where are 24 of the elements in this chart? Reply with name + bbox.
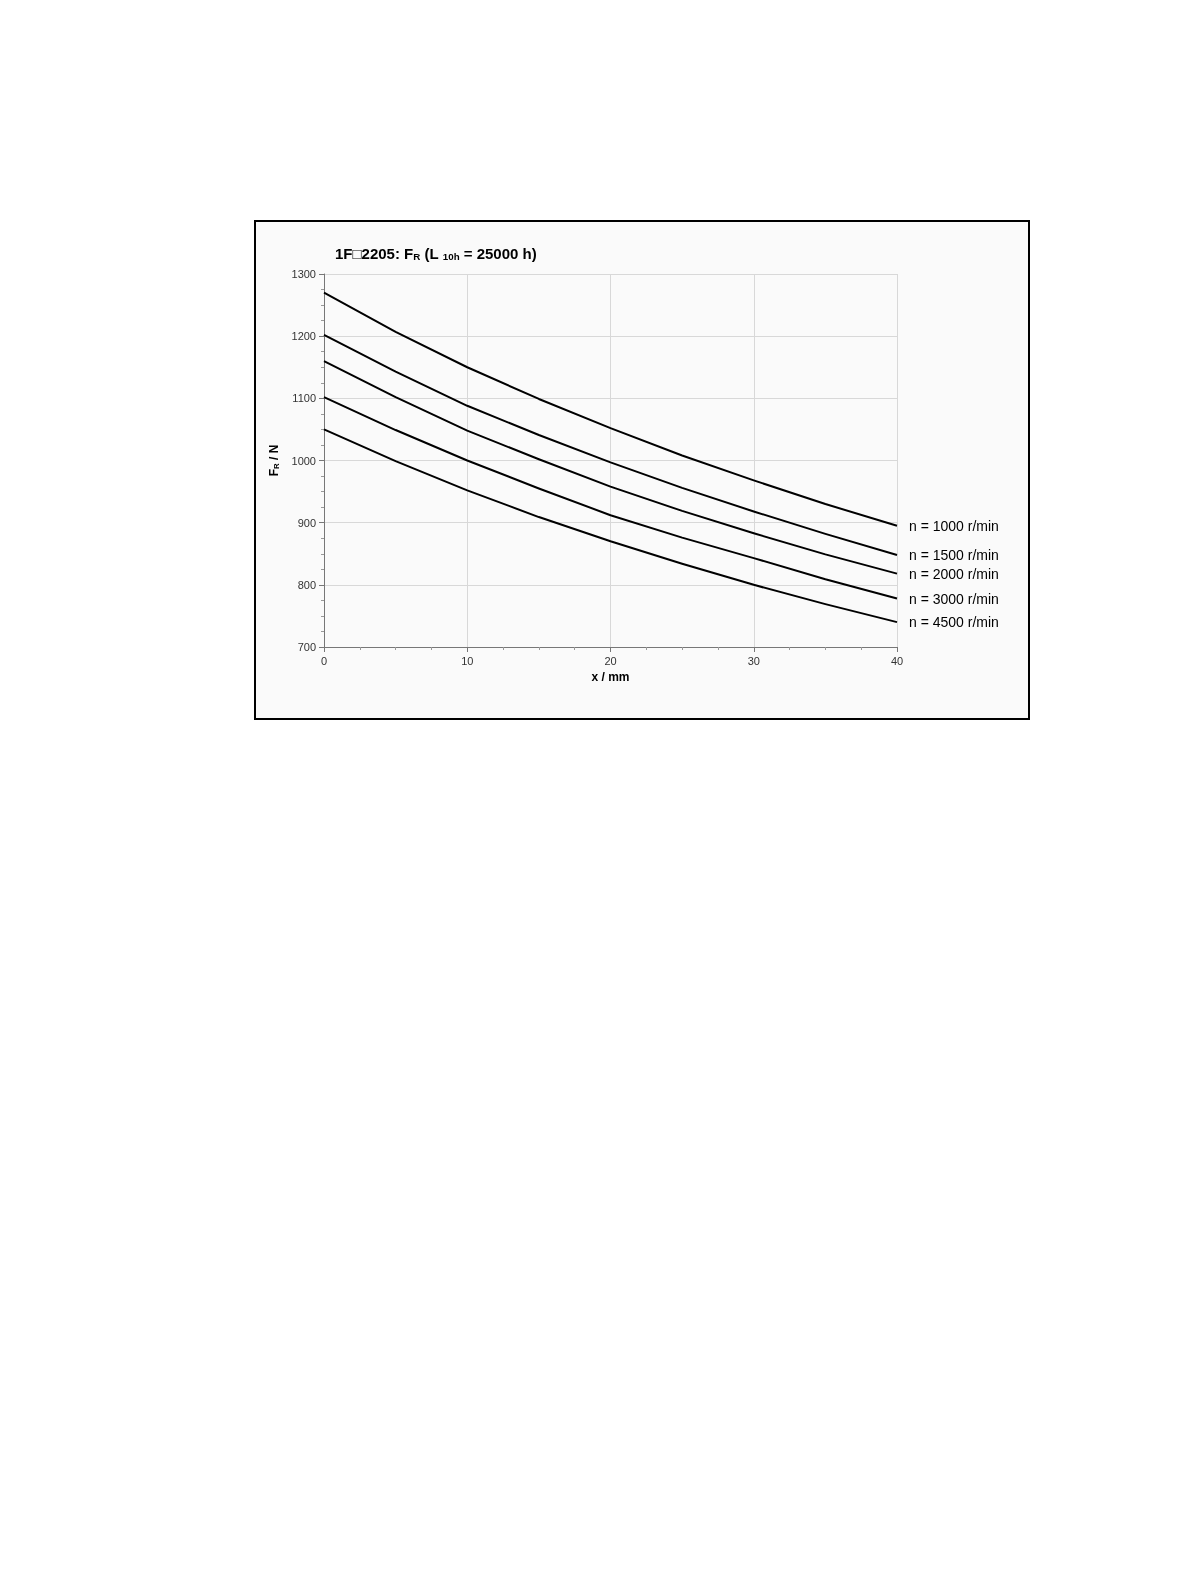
series-label: n = 1000 r/min xyxy=(909,517,999,534)
y-tick-label: 700 xyxy=(297,641,316,653)
line-series xyxy=(323,360,898,575)
x-tick-label: 0 xyxy=(320,654,328,667)
line-series xyxy=(323,333,898,556)
y-tick-label: 800 xyxy=(297,578,316,591)
x-tick-label: 20 xyxy=(604,654,617,667)
y-tick-label: 1200 xyxy=(291,330,316,343)
y-tick-label: 1000 xyxy=(291,454,316,467)
line-series xyxy=(323,428,898,624)
x-tick-label: 30 xyxy=(747,654,760,667)
x-tick-label: 10 xyxy=(461,654,474,667)
series-label: n = 2000 r/min xyxy=(909,565,999,582)
y-tick-label: 900 xyxy=(297,516,316,529)
x-axis-title: x / mm xyxy=(591,670,630,684)
y-tick-label: 1100 xyxy=(292,392,316,405)
series-label: n = 4500 r/min xyxy=(909,614,999,631)
y-tick-label: 1300 xyxy=(291,268,316,280)
line-series xyxy=(323,396,898,600)
x-tick-label: 40 xyxy=(890,654,904,667)
series-label: n = 1500 r/min xyxy=(909,546,999,563)
chart-title: 1F□2205: FR (L 10h = 25000 h) xyxy=(335,244,537,262)
line-series xyxy=(323,291,898,527)
series-label: n = 3000 r/min xyxy=(909,590,999,607)
